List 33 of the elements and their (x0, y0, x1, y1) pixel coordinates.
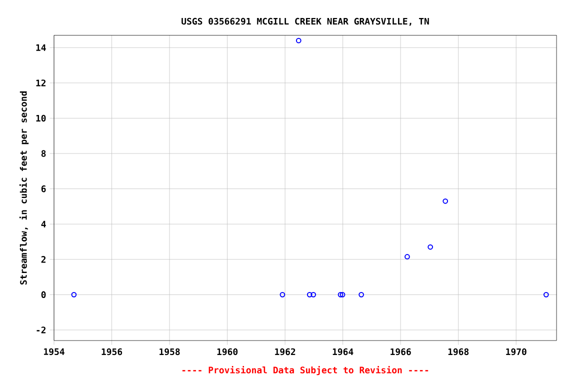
y-tick-label: 6 (41, 186, 46, 192)
y-tick-label: 10 (36, 114, 46, 122)
point (71, 292, 77, 298)
y-tick-label: 4 (41, 220, 46, 228)
x-tick-label: 1968 (448, 348, 469, 356)
x-tick-label: 1956 (102, 348, 122, 356)
y-tick-label: 0 (41, 291, 46, 298)
x-tick-label: 1962 (275, 348, 296, 356)
point (340, 292, 346, 298)
chart-title: USGS 03566291 MCGILL CREEK NEAR GRAYSVILLE, TN (182, 18, 429, 26)
point (543, 292, 549, 298)
point (280, 292, 286, 298)
x-tick-label: 1966 (390, 348, 411, 356)
point (338, 292, 344, 298)
point (306, 292, 312, 298)
x-tick-label: 1970 (506, 348, 526, 356)
y-tick-label: 2 (41, 256, 46, 263)
y-tick-label: 8 (41, 150, 46, 158)
point (296, 38, 302, 44)
point (358, 292, 364, 298)
point (310, 292, 316, 298)
x-tick-label: 1960 (217, 348, 238, 356)
y-tick-label: -2 (36, 326, 46, 334)
y-tick-label: 12 (36, 80, 46, 86)
x-tick-label: 1958 (160, 348, 180, 356)
y-tick-label: 14 (36, 44, 46, 52)
point (404, 254, 410, 260)
y-axis-title: Streamflow, in cubic feet per second (19, 92, 29, 285)
text: ---- Provisional Data Subject to Revision ---- (182, 366, 428, 376)
x-tick-label: 1964 (332, 348, 354, 356)
point (442, 198, 448, 204)
point (428, 244, 434, 250)
x-tick-label: 1954 (44, 348, 64, 356)
